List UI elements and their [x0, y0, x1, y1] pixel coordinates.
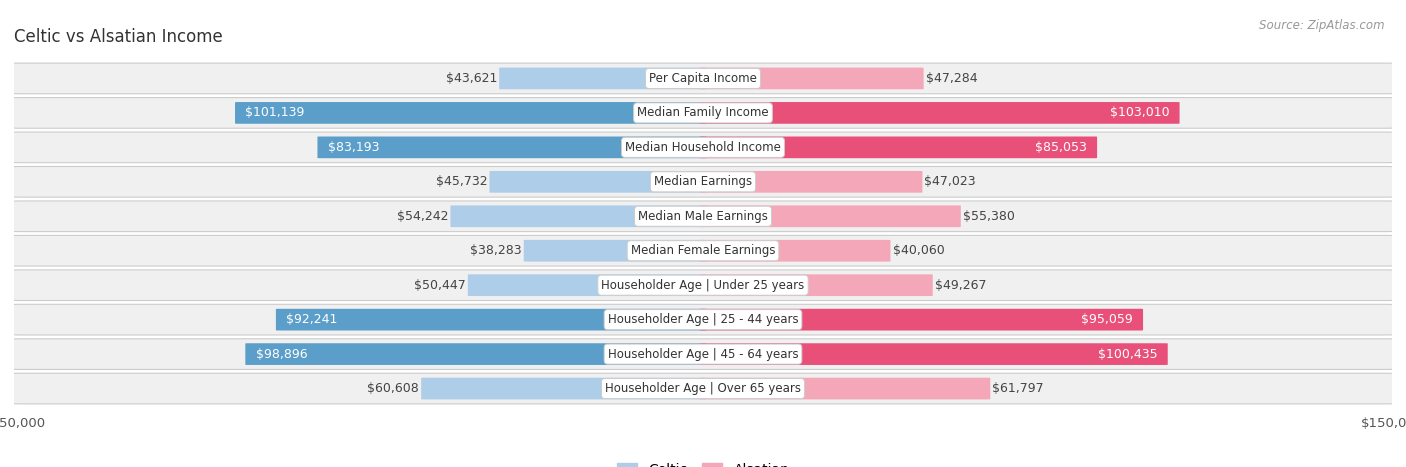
Text: $38,283: $38,283: [470, 244, 522, 257]
FancyBboxPatch shape: [700, 205, 960, 227]
Text: $98,896: $98,896: [256, 347, 308, 361]
FancyBboxPatch shape: [700, 309, 1143, 331]
FancyBboxPatch shape: [276, 309, 706, 331]
FancyBboxPatch shape: [523, 240, 706, 262]
Text: Median Male Earnings: Median Male Earnings: [638, 210, 768, 223]
FancyBboxPatch shape: [468, 274, 706, 296]
FancyBboxPatch shape: [11, 201, 1395, 232]
Text: $55,380: $55,380: [963, 210, 1015, 223]
Text: Householder Age | 45 - 64 years: Householder Age | 45 - 64 years: [607, 347, 799, 361]
FancyBboxPatch shape: [499, 68, 706, 89]
Text: $85,053: $85,053: [1035, 141, 1087, 154]
FancyBboxPatch shape: [11, 166, 1395, 197]
FancyBboxPatch shape: [11, 304, 1395, 335]
Text: $95,059: $95,059: [1081, 313, 1133, 326]
FancyBboxPatch shape: [700, 343, 1168, 365]
Text: Median Family Income: Median Family Income: [637, 106, 769, 120]
Text: $49,267: $49,267: [935, 279, 986, 292]
FancyBboxPatch shape: [450, 205, 706, 227]
Text: $60,608: $60,608: [367, 382, 419, 395]
FancyBboxPatch shape: [700, 240, 890, 262]
Text: Median Household Income: Median Household Income: [626, 141, 780, 154]
Text: $92,241: $92,241: [287, 313, 337, 326]
Text: $50,447: $50,447: [413, 279, 465, 292]
FancyBboxPatch shape: [11, 339, 1395, 369]
FancyBboxPatch shape: [235, 102, 706, 124]
Text: Median Earnings: Median Earnings: [654, 175, 752, 188]
FancyBboxPatch shape: [422, 378, 706, 399]
Text: $47,284: $47,284: [925, 72, 977, 85]
FancyBboxPatch shape: [11, 235, 1395, 266]
FancyBboxPatch shape: [11, 270, 1395, 301]
FancyBboxPatch shape: [700, 136, 1097, 158]
FancyBboxPatch shape: [11, 63, 1395, 94]
Text: $40,060: $40,060: [893, 244, 945, 257]
FancyBboxPatch shape: [700, 378, 990, 399]
Text: $47,023: $47,023: [925, 175, 976, 188]
Text: Householder Age | Under 25 years: Householder Age | Under 25 years: [602, 279, 804, 292]
Text: Householder Age | 25 - 44 years: Householder Age | 25 - 44 years: [607, 313, 799, 326]
Legend: Celtic, Alsatian: Celtic, Alsatian: [612, 457, 794, 467]
FancyBboxPatch shape: [245, 343, 706, 365]
Text: $100,435: $100,435: [1098, 347, 1157, 361]
Text: Median Female Earnings: Median Female Earnings: [631, 244, 775, 257]
FancyBboxPatch shape: [700, 102, 1180, 124]
Text: Source: ZipAtlas.com: Source: ZipAtlas.com: [1260, 19, 1385, 32]
FancyBboxPatch shape: [11, 373, 1395, 404]
Text: $54,242: $54,242: [396, 210, 449, 223]
FancyBboxPatch shape: [700, 274, 932, 296]
Text: $83,193: $83,193: [328, 141, 380, 154]
Text: $103,010: $103,010: [1109, 106, 1170, 120]
FancyBboxPatch shape: [318, 136, 706, 158]
Text: $61,797: $61,797: [993, 382, 1045, 395]
Text: $45,732: $45,732: [436, 175, 488, 188]
FancyBboxPatch shape: [700, 171, 922, 193]
FancyBboxPatch shape: [489, 171, 706, 193]
Text: Householder Age | Over 65 years: Householder Age | Over 65 years: [605, 382, 801, 395]
Text: Celtic vs Alsatian Income: Celtic vs Alsatian Income: [14, 28, 222, 46]
FancyBboxPatch shape: [11, 98, 1395, 128]
FancyBboxPatch shape: [11, 132, 1395, 163]
Text: $43,621: $43,621: [446, 72, 498, 85]
FancyBboxPatch shape: [700, 68, 924, 89]
Text: Per Capita Income: Per Capita Income: [650, 72, 756, 85]
Text: $101,139: $101,139: [246, 106, 305, 120]
